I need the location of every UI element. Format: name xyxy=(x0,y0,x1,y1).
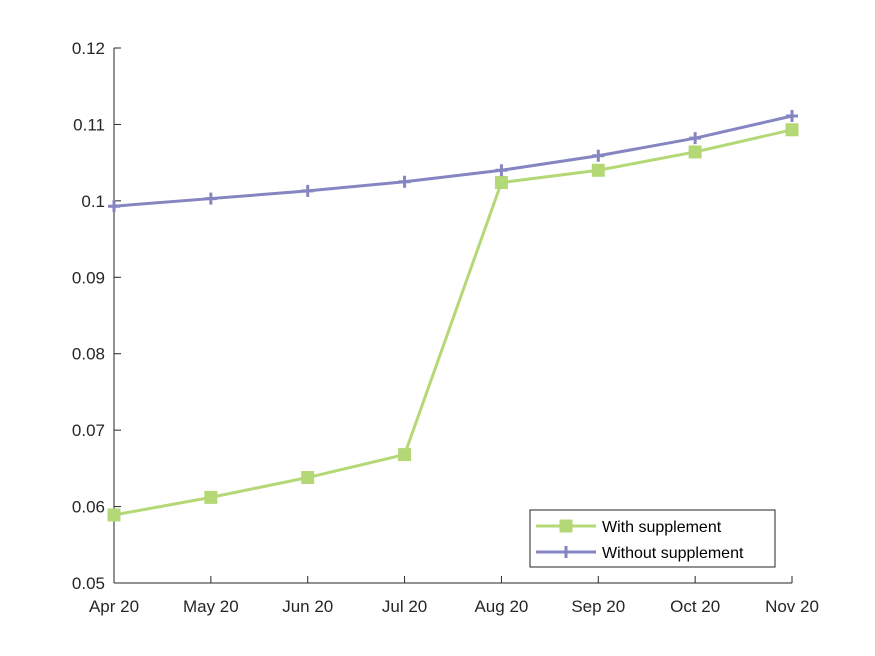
x-tick-label: Nov 20 xyxy=(765,597,819,616)
x-tick-label: Aug 20 xyxy=(474,597,528,616)
data-point-square xyxy=(591,163,605,177)
series-line xyxy=(113,114,793,208)
x-tick-label: Apr 20 xyxy=(89,597,139,616)
y-tick-label: 0.1 xyxy=(81,192,105,211)
data-point-plus xyxy=(301,184,314,197)
data-point-plus xyxy=(495,164,508,177)
y-tick-label: 0.12 xyxy=(72,39,105,58)
series-line xyxy=(113,128,793,517)
x-tick-label: Sep 20 xyxy=(571,597,625,616)
data-point-plus xyxy=(592,149,605,162)
x-tick-label: Jul 20 xyxy=(382,597,427,616)
data-point-square xyxy=(107,508,121,522)
data-point-square xyxy=(785,123,799,137)
x-tick-label: Oct 20 xyxy=(670,597,720,616)
data-point-square xyxy=(204,490,218,504)
series-layer xyxy=(107,110,799,522)
data-point-plus xyxy=(786,110,798,123)
y-tick-label: 0.07 xyxy=(72,421,105,440)
data-point-plus xyxy=(689,132,702,145)
legend-label: Without supplement xyxy=(602,545,744,562)
legend-marker-plus xyxy=(560,546,572,558)
data-point-plus xyxy=(204,192,217,205)
data-point-square xyxy=(494,176,508,190)
data-point-plus xyxy=(398,175,411,188)
y-tick-label: 0.05 xyxy=(72,574,105,593)
y-tick-label: 0.09 xyxy=(72,268,105,287)
data-point-plus xyxy=(108,200,120,213)
data-point-square xyxy=(688,145,702,159)
legend-marker-square xyxy=(559,519,573,533)
axes: 0.05 0.06 0.07 0.08 0.09 0.1 0.11 0.12 Apr 20 May… xyxy=(72,39,819,616)
x-tick-label: May 20 xyxy=(183,597,239,616)
y-tick-label: 0.06 xyxy=(72,498,105,517)
series-2 xyxy=(108,110,798,213)
y-tick-label: 0.11 xyxy=(73,115,105,134)
data-point-square xyxy=(301,471,315,485)
x-tick-label: Jun 20 xyxy=(282,597,333,616)
series-1 xyxy=(107,123,799,522)
legend-label: With supplement xyxy=(602,519,722,536)
legend: With supplement Without supplement xyxy=(529,509,776,568)
y-tick-label: 0.08 xyxy=(72,345,105,364)
data-point-square xyxy=(398,448,412,462)
